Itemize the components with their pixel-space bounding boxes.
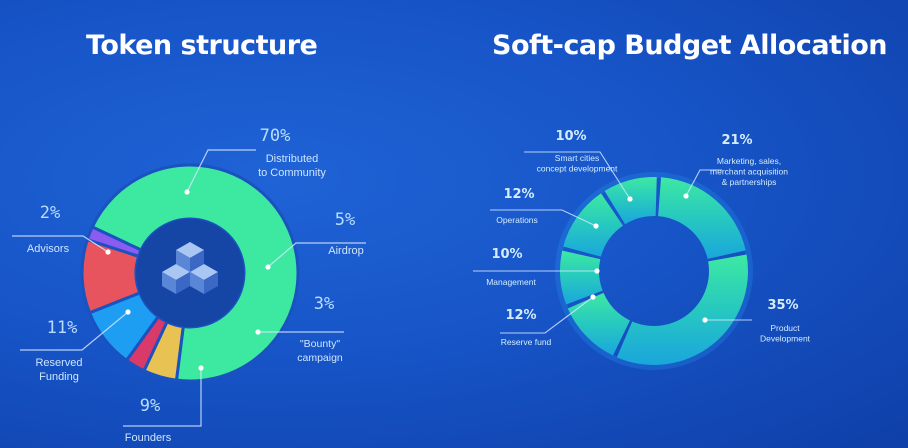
budget-label-reserve-fund: Reserve fund <box>501 337 552 347</box>
budget-slice-management <box>559 250 603 305</box>
budget-leader-dot-management <box>594 268 600 274</box>
budget-leader-line-marketing-sales-merchant-acquisition-partnerships <box>685 169 722 197</box>
token-label-advisors: Advisors <box>27 243 70 255</box>
token-leader-line-airdrop <box>267 242 366 268</box>
token-structure-title: Token structure <box>86 30 318 61</box>
budget-pct-operations: 12% <box>503 187 534 202</box>
budget-allocation-title: Soft-cap Budget Allocation <box>492 30 888 61</box>
budget-pct-marketing-sales-merchant-acquisition-partnerships: 21% <box>721 133 752 148</box>
token-leader-dot-advisors <box>105 249 111 255</box>
budget-slice-marketing-sales-merchant-acquisition-partnerships <box>658 177 746 259</box>
token-leader-dot-reserved-funding <box>125 309 131 315</box>
token-leader-dot-bounty-campaign <box>255 329 261 335</box>
token-label-reserved-funding: Reserved Funding <box>35 357 82 383</box>
token-pct-bounty-campaign: 3% <box>314 294 334 314</box>
budget-leader-dot-marketing-sales-merchant-acquisition-partnerships <box>683 193 689 199</box>
token-label-distributed-to-community: Distributed to Community <box>258 153 326 179</box>
token-label-bounty-campaign: "Bounty" campaign <box>297 338 343 364</box>
budget-label-marketing-sales-merchant-acquisition-partnerships: Marketing, sales, merchant acquisition & p… <box>710 156 788 187</box>
budget-slice-product-development <box>616 254 748 365</box>
token-label-airdrop: Airdrop <box>328 245 363 257</box>
token-leader-line-reserved-funding <box>20 311 129 351</box>
budget-label-product-development: Product Development <box>760 323 811 344</box>
budget-pct-management: 10% <box>491 247 522 262</box>
token-logo-icon <box>162 242 218 294</box>
budget-label-management: Management <box>486 277 536 287</box>
budget-pct-reserve-fund: 12% <box>505 308 536 323</box>
budget-pct-product-development: 35% <box>767 298 798 313</box>
token-pct-advisors: 2% <box>40 203 60 223</box>
budget-leader-dot-smart-cities-concept-development <box>627 196 633 202</box>
budget-leader-dot-operations <box>593 223 599 229</box>
token-label-founders: Founders <box>125 432 172 444</box>
budget-label-operations: Operations <box>496 215 538 225</box>
token-leader-line-founders <box>123 368 202 427</box>
budget-label-smart-cities-concept-development: Smart cities concept development <box>537 153 618 174</box>
budget-pct-smart-cities-concept-development: 10% <box>555 129 586 144</box>
token-leader-line-advisors <box>12 235 109 253</box>
budget-leader-line-reserve-fund <box>500 296 594 334</box>
budget-leader-dot-product-development <box>702 317 708 323</box>
token-pct-reserved-funding: 11% <box>47 318 78 338</box>
budget-leader-line-smart-cities-concept-development <box>524 151 631 200</box>
budget-leader-line-operations <box>490 209 597 227</box>
token-leader-line-distributed-to-community <box>186 149 256 193</box>
budget-leader-dot-reserve-fund <box>590 294 596 300</box>
token-leader-dot-airdrop <box>265 264 271 270</box>
budget-slice-reserve-fund <box>567 292 630 356</box>
token-leader-dot-founders <box>198 365 204 371</box>
token-pct-founders: 9% <box>140 396 160 416</box>
token-pct-distributed-to-community: 70% <box>260 126 291 146</box>
token-leader-dot-distributed-to-community <box>184 189 190 195</box>
token-pct-airdrop: 5% <box>335 210 355 230</box>
